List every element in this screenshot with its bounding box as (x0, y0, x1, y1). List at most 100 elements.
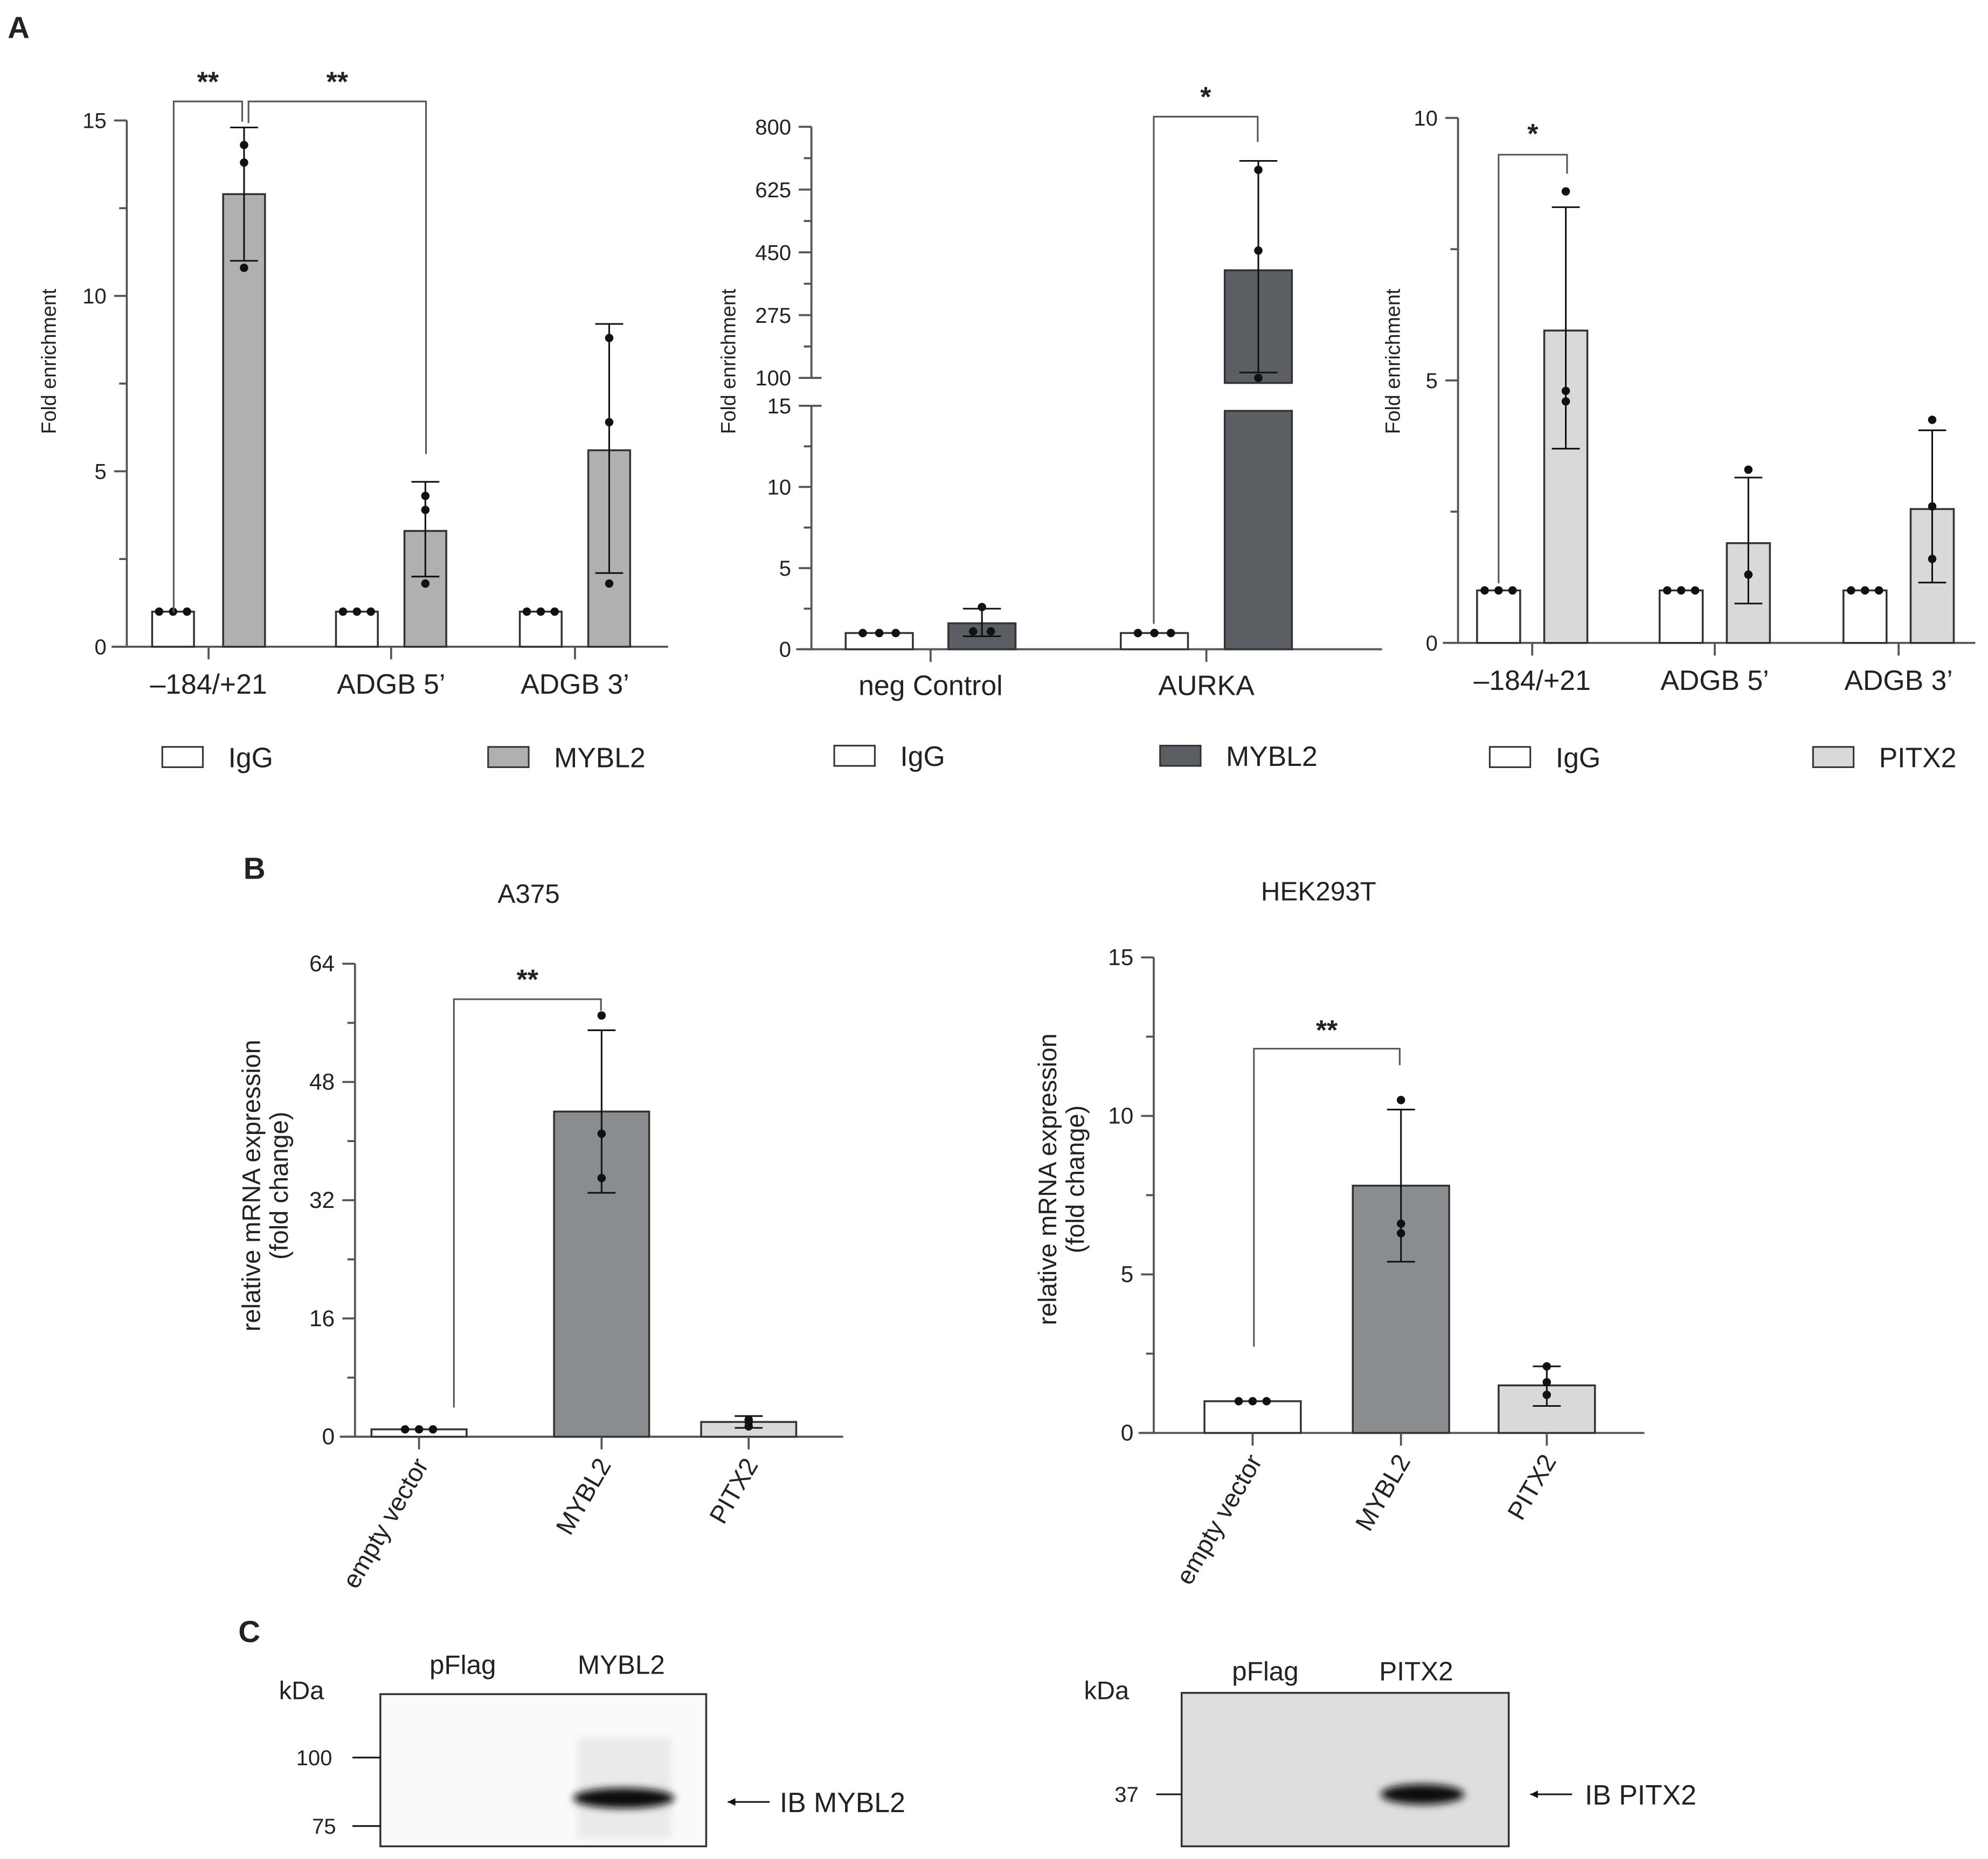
bar-IgG (1842, 589, 1888, 644)
significance-label: ** (327, 66, 349, 97)
data-point (1561, 187, 1570, 196)
x-tick-label: empty vector (1170, 1449, 1267, 1590)
panel-label-b: B (244, 851, 266, 885)
data-point (1542, 1391, 1551, 1399)
chart-title: HEK293T (1261, 876, 1376, 906)
data-point (875, 628, 884, 638)
significance-bracket (1498, 154, 1568, 584)
data-point (978, 603, 986, 612)
data-point (366, 607, 375, 616)
y-tick-label: 100 (755, 367, 791, 390)
legend-swatch (487, 746, 530, 768)
x-tick-label: AURKA (1158, 669, 1255, 701)
data-point (1396, 1219, 1405, 1228)
y-tick-label: 5 (779, 557, 791, 580)
data-point (400, 1425, 410, 1434)
data-point (1396, 1229, 1405, 1238)
y-axis-label: (fold change) (265, 1111, 293, 1260)
data-point (240, 158, 248, 167)
y-tick-label: 0 (1426, 632, 1438, 655)
y-tick-label: 5 (1121, 1262, 1134, 1287)
marker-37: 37 (1114, 1783, 1138, 1807)
western-blot-mybl2: kDa pFlag MYBL2 100 75 IB MYBL2 (279, 1650, 905, 1848)
chart-b2: 0 5 10 15 relative mRNA expression(fold chan… (1033, 876, 1645, 1589)
data-point (858, 628, 867, 638)
data-point (1480, 586, 1489, 595)
data-point (421, 492, 430, 500)
data-point (744, 1422, 753, 1431)
western-blot-pitx2: kDa pFlag PITX2 37 IB PITX2 (1084, 1656, 1696, 1848)
data-point (1663, 586, 1672, 595)
significance-label: * (1527, 118, 1539, 149)
y-tick-label: 15 (767, 395, 791, 418)
y-tick-label: 275 (755, 304, 791, 328)
x-tick-label: ADGB 5’ (337, 668, 445, 700)
data-point (338, 607, 348, 616)
y-tick-label: 10 (82, 285, 106, 308)
x-tick-label: MYBL2 (550, 1453, 617, 1539)
legend-swatch (1812, 746, 1855, 768)
data-point (1508, 586, 1517, 595)
y-axis-label: Fold enrichment (717, 288, 740, 434)
x-tick-label: PITX2 (703, 1453, 763, 1529)
significance-label: ** (1316, 1014, 1338, 1046)
chart-title: A375 (497, 879, 559, 909)
y-tick-label: 0 (322, 1424, 335, 1449)
data-point (421, 579, 430, 588)
significance-bracket (172, 100, 243, 613)
data-point (240, 264, 248, 272)
ib-label: IB PITX2 (1585, 1779, 1696, 1810)
x-tick-label: ADGB 5’ (1660, 665, 1769, 696)
x-tick-label: PITX2 (1501, 1449, 1561, 1525)
y-axis-label: Fold enrichment (38, 288, 60, 434)
data-point (1234, 1397, 1243, 1406)
y-tick-label: 16 (309, 1305, 335, 1331)
data-point (1262, 1397, 1271, 1406)
marker-100: 100 (296, 1746, 333, 1770)
data-point (428, 1425, 438, 1434)
data-point (1494, 586, 1503, 595)
data-point (1861, 586, 1869, 595)
lane-label-pflag: pFlag (1232, 1656, 1299, 1686)
x-tick-label: –184/+21 (150, 668, 267, 700)
data-point (183, 607, 191, 616)
data-point (1254, 165, 1263, 174)
chart-a2: 0 5 10 15 100 275 450 625 800 Fold enrichment neg … (717, 81, 1382, 772)
bar-IgG (1658, 589, 1704, 644)
bar-IgG (151, 611, 195, 648)
significance-bracket (453, 998, 602, 1408)
y-tick-label: 0 (779, 638, 791, 662)
x-tick-label: –184/+21 (1474, 665, 1591, 696)
ib-label: IB MYBL2 (780, 1787, 905, 1818)
significance-label: * (1200, 81, 1211, 113)
lane-label-pflag: pFlag (430, 1650, 496, 1680)
significance-label: ** (517, 964, 539, 995)
y-tick-label: 450 (755, 241, 791, 265)
y-tick-label: 10 (1414, 107, 1437, 130)
data-point (1677, 586, 1686, 595)
y-tick-label: 625 (755, 178, 791, 202)
data-point (1166, 628, 1175, 638)
data-point (536, 607, 545, 616)
bar-IgG (335, 611, 379, 648)
bar-MYBL2 (222, 193, 266, 648)
significance-bracket (1253, 1048, 1401, 1347)
data-point (605, 334, 614, 342)
legend-swatch (833, 744, 876, 767)
y-tick-label: 32 (309, 1187, 335, 1213)
x-tick-label: ADGB 3’ (1844, 665, 1952, 696)
data-point (1150, 628, 1159, 638)
y-tick-label: 15 (1108, 944, 1133, 970)
data-point (597, 1011, 606, 1020)
data-point (605, 418, 614, 427)
x-tick-label: neg Control (858, 669, 1003, 701)
blot-membrane (1180, 1692, 1510, 1848)
data-point (597, 1173, 606, 1183)
data-point (605, 579, 614, 588)
x-tick-label: MYBL2 (1349, 1449, 1416, 1536)
bar-empty vector (1203, 1400, 1302, 1434)
data-point (1691, 586, 1700, 595)
y-tick-label: 10 (767, 476, 791, 500)
data-point (1928, 416, 1937, 424)
